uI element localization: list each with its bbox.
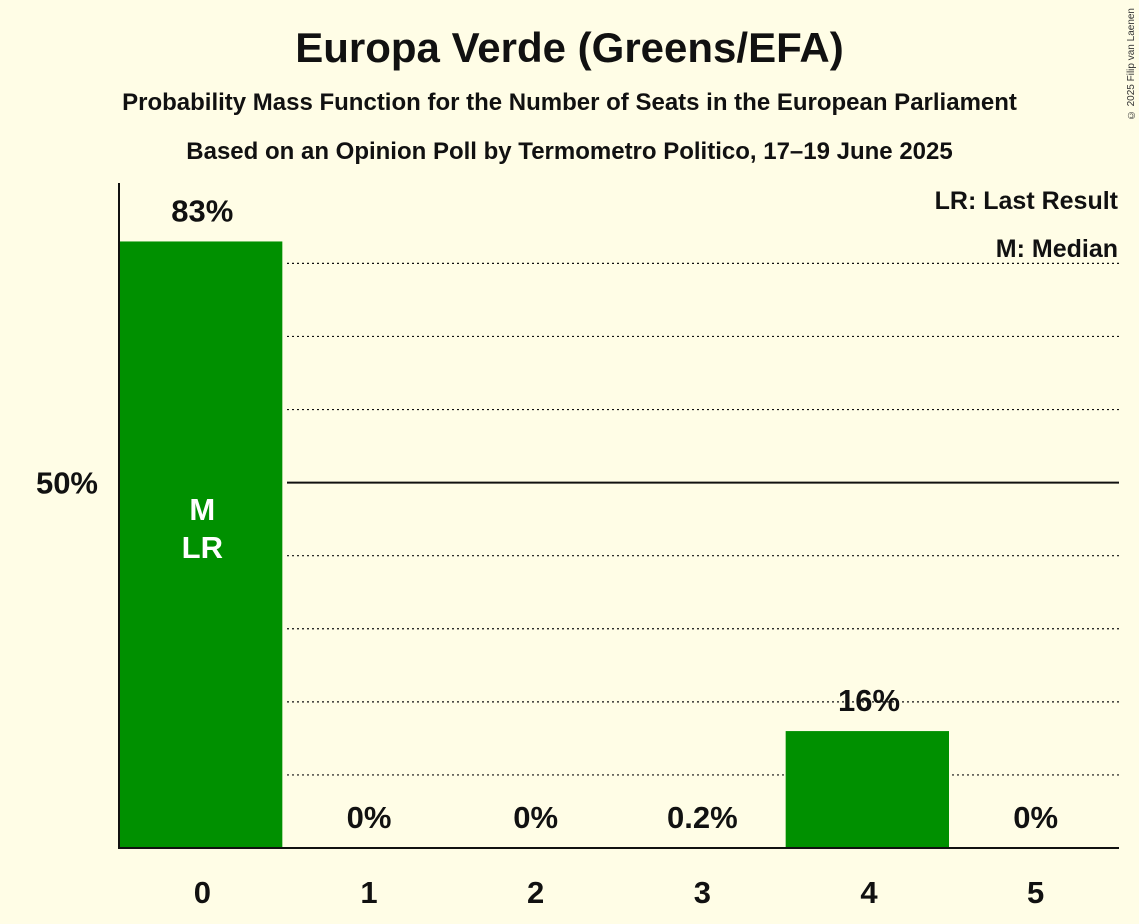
value-label-5: 0%	[1013, 800, 1058, 835]
labels: 50% 83% 0 0% 1 0% 2 0.2% 3 16% 4 0% 5 MLR	[36, 193, 1058, 910]
chart-title: Europa Verde (Greens/EFA)	[295, 24, 844, 71]
value-label-1: 0%	[347, 800, 392, 835]
x-tick-label-5: 5	[1027, 875, 1044, 910]
value-label-4: 16%	[838, 683, 900, 718]
x-tick-label-2: 2	[527, 875, 544, 910]
bar-0	[119, 241, 283, 848]
x-tick-label-0: 0	[194, 875, 211, 910]
bar-marker-m: M	[189, 492, 215, 527]
y-tick-label: 50%	[36, 466, 98, 501]
bars	[119, 241, 949, 848]
legend-last-result: LR: Last Result	[935, 187, 1119, 215]
bar-marker-lr: LR	[182, 530, 223, 565]
x-tick-label-1: 1	[360, 875, 377, 910]
value-label-0: 83%	[171, 193, 233, 228]
bar-4	[785, 731, 949, 848]
chart-source: Based on an Opinion Poll by Termometro P…	[186, 138, 953, 165]
value-label-3: 0.2%	[667, 800, 738, 835]
value-label-2: 0%	[513, 800, 558, 835]
x-tick-label-3: 3	[694, 875, 711, 910]
chart-subtitle: Probability Mass Function for the Number…	[122, 89, 1017, 116]
x-tick-label-4: 4	[860, 875, 878, 910]
legend-median: M: Median	[996, 235, 1118, 263]
gridlines	[287, 262, 1119, 776]
